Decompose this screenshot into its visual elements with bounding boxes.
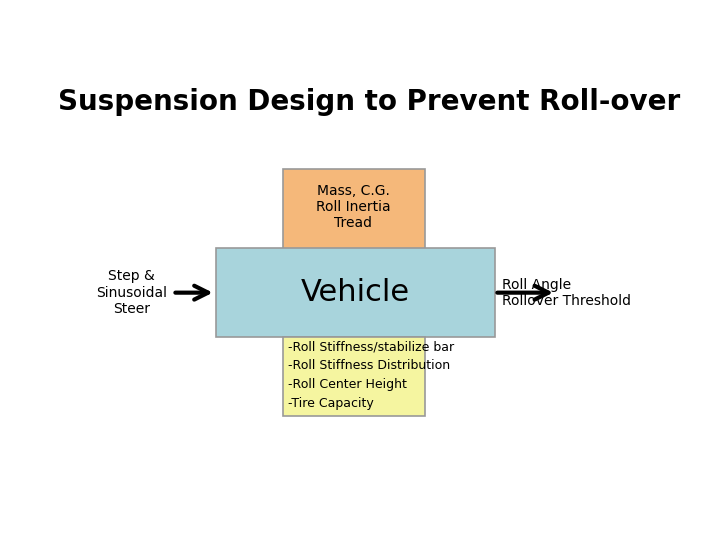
Text: -Roll Stiffness/stabilize bar
-Roll Stiffness Distribution
-Roll Center Height
-: -Roll Stiffness/stabilize bar -Roll Stif…	[288, 340, 454, 410]
FancyBboxPatch shape	[282, 168, 425, 250]
FancyBboxPatch shape	[282, 337, 425, 416]
Text: Suspension Design to Prevent Roll-over: Suspension Design to Prevent Roll-over	[58, 88, 680, 116]
Text: Roll Angle
Rollover Threshold: Roll Angle Rollover Threshold	[502, 278, 631, 308]
Text: Vehicle: Vehicle	[300, 278, 410, 307]
FancyBboxPatch shape	[215, 248, 495, 337]
Text: Mass, C.G.
Roll Inertia
Tread: Mass, C.G. Roll Inertia Tread	[316, 184, 391, 230]
Text: Step &
Sinusoidal
Steer: Step & Sinusoidal Steer	[96, 269, 167, 316]
